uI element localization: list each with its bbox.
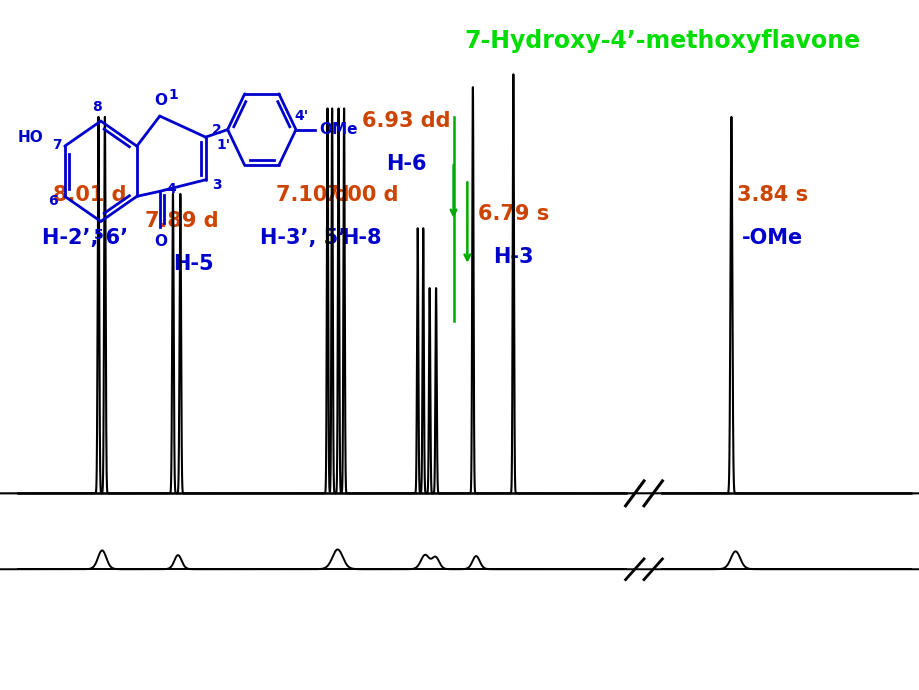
Text: H-5: H-5 bbox=[173, 255, 213, 274]
Text: H-3’, 5’: H-3’, 5’ bbox=[260, 228, 346, 248]
Text: 4: 4 bbox=[166, 181, 176, 196]
Text: 7-Hydroxy-4’-methoxyflavone: 7-Hydroxy-4’-methoxyflavone bbox=[464, 30, 859, 53]
Text: 2: 2 bbox=[212, 123, 221, 137]
Text: 6.79 s: 6.79 s bbox=[477, 204, 549, 224]
Text: HO: HO bbox=[17, 130, 43, 145]
Text: H-3: H-3 bbox=[493, 248, 533, 267]
Text: 7: 7 bbox=[51, 138, 62, 152]
Text: 8: 8 bbox=[92, 100, 101, 114]
Text: 7.10 d: 7.10 d bbox=[276, 185, 349, 204]
Text: H-6: H-6 bbox=[386, 155, 426, 174]
Text: 3: 3 bbox=[212, 178, 221, 192]
Text: 8.01 d: 8.01 d bbox=[53, 185, 127, 204]
Text: O: O bbox=[154, 234, 167, 249]
Text: 1: 1 bbox=[168, 88, 177, 102]
Text: 7.00 d: 7.00 d bbox=[324, 185, 398, 204]
Text: 1': 1' bbox=[216, 137, 231, 152]
Text: 6.93 dd: 6.93 dd bbox=[362, 111, 450, 130]
Text: H-8: H-8 bbox=[341, 228, 381, 248]
Text: 3.84 s: 3.84 s bbox=[736, 185, 808, 204]
Text: 5: 5 bbox=[94, 228, 104, 242]
Text: 4': 4' bbox=[293, 108, 308, 123]
Text: H-2’, 6’: H-2’, 6’ bbox=[42, 228, 129, 248]
Text: O: O bbox=[154, 93, 167, 108]
Text: OMe: OMe bbox=[319, 122, 357, 137]
Text: 7.89 d: 7.89 d bbox=[145, 211, 219, 230]
Text: 6: 6 bbox=[48, 195, 58, 208]
Text: -OMe: -OMe bbox=[742, 228, 802, 248]
